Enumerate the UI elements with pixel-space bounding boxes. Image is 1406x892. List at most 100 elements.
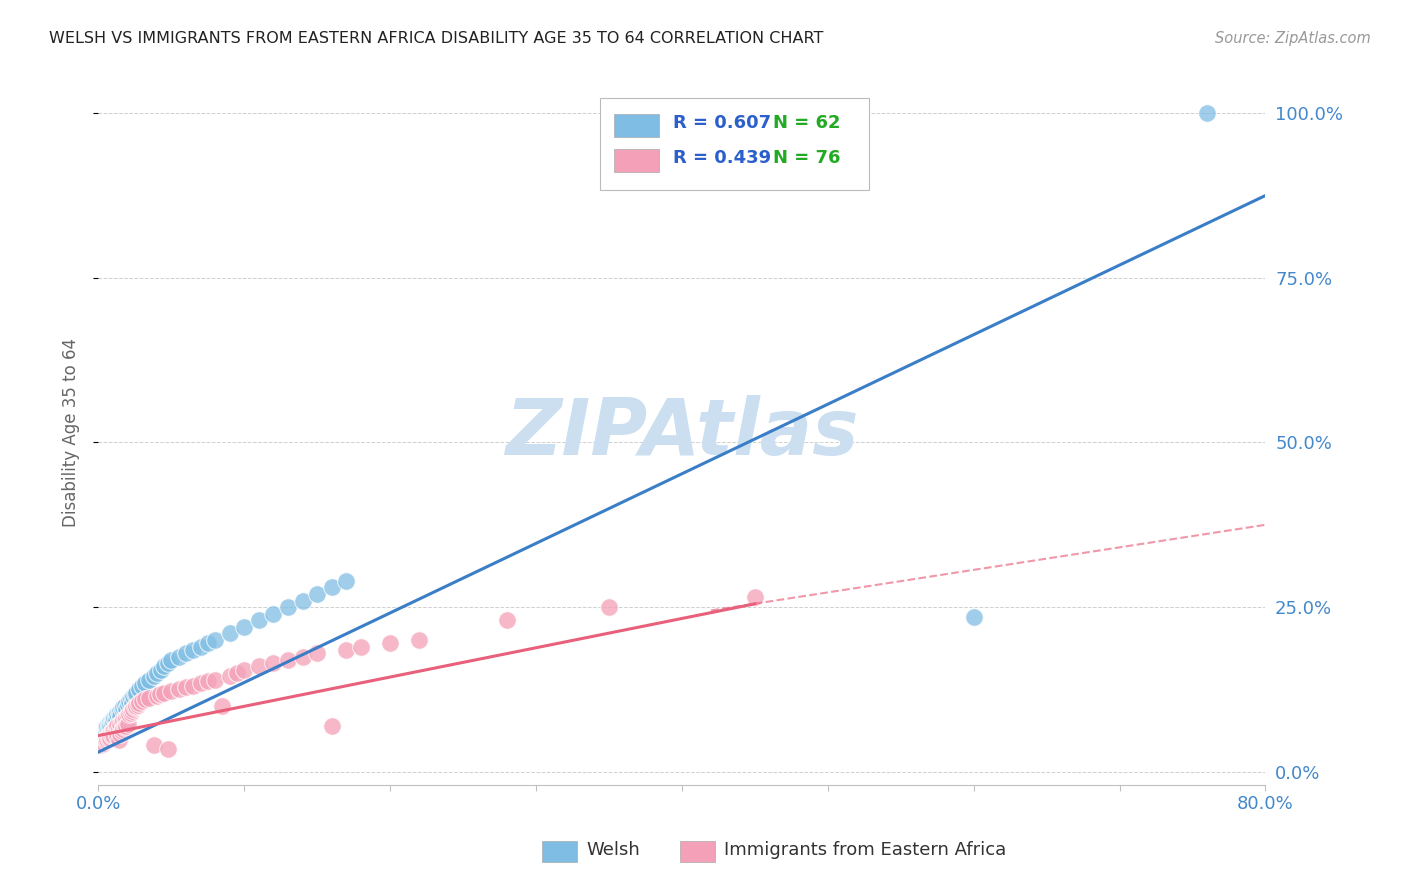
Point [495, 613, 517, 627]
Point [112, 714, 135, 728]
Point [204, 633, 226, 648]
Point [97, 717, 120, 731]
Point [204, 673, 226, 687]
Point [181, 679, 204, 693]
Point [277, 653, 299, 667]
Point [90, 739, 112, 753]
Point [101, 728, 124, 742]
Point [335, 643, 357, 657]
Text: R = 0.607: R = 0.607 [672, 114, 770, 132]
Point [153, 659, 176, 673]
Point [160, 653, 183, 667]
Point [96, 733, 118, 747]
Point [307, 587, 329, 601]
Point [121, 696, 143, 710]
Point [105, 729, 128, 743]
Point [150, 663, 173, 677]
Point [378, 636, 402, 650]
Point [247, 659, 270, 673]
Point [138, 691, 160, 706]
Point [118, 693, 141, 707]
Point [218, 626, 240, 640]
Point [101, 715, 124, 730]
Point [226, 665, 249, 680]
Point [93, 723, 115, 738]
Point [160, 684, 183, 698]
Point [262, 607, 284, 621]
Point [167, 649, 190, 664]
Point [350, 640, 373, 654]
Point [94, 731, 117, 746]
Text: N = 62: N = 62 [773, 114, 841, 132]
Point [124, 687, 146, 701]
Point [91, 737, 114, 751]
Point [110, 704, 132, 718]
Point [121, 704, 143, 718]
Point [94, 725, 117, 739]
Point [115, 711, 138, 725]
Point [91, 725, 114, 739]
Point [96, 731, 118, 745]
Point [167, 682, 190, 697]
Point [744, 591, 766, 605]
Point [111, 715, 134, 730]
Text: ZIPAtlas: ZIPAtlas [505, 394, 859, 471]
Bar [614, 114, 658, 136]
Point [114, 698, 136, 713]
Point [94, 720, 117, 734]
Point [233, 663, 256, 677]
Point [277, 600, 299, 615]
Point [125, 698, 148, 713]
Point [104, 720, 127, 734]
Point [114, 720, 136, 734]
Point [90, 729, 112, 743]
Point [97, 729, 120, 743]
Point [149, 687, 172, 701]
Point [190, 640, 212, 654]
Text: R = 0.439: R = 0.439 [672, 150, 770, 168]
Point [190, 676, 212, 690]
Point [117, 717, 139, 731]
Point [97, 720, 120, 734]
Point [124, 700, 146, 714]
Point [96, 722, 118, 736]
Point [291, 649, 314, 664]
Point [108, 733, 131, 747]
Point [117, 698, 139, 712]
Point [98, 731, 121, 745]
Point [153, 686, 176, 700]
Point [174, 646, 197, 660]
Point [111, 723, 134, 738]
Point [110, 708, 132, 723]
Point [128, 682, 150, 697]
Point [104, 708, 127, 723]
Point [181, 643, 204, 657]
Point [157, 656, 180, 670]
Point [127, 698, 149, 712]
Point [134, 692, 156, 706]
Text: Source: ZipAtlas.com: Source: ZipAtlas.com [1215, 31, 1371, 46]
Point [233, 620, 256, 634]
Point [104, 714, 127, 728]
Bar [679, 841, 714, 863]
Point [120, 706, 142, 720]
Point [93, 736, 115, 750]
Point [117, 708, 139, 723]
Text: Immigrants from Eastern Africa: Immigrants from Eastern Africa [724, 841, 1007, 860]
Point [122, 702, 145, 716]
Point [100, 716, 122, 731]
Point [105, 719, 128, 733]
Point [131, 693, 153, 707]
Point [103, 722, 125, 736]
FancyBboxPatch shape [600, 98, 869, 189]
Point [962, 610, 984, 624]
Point [142, 669, 165, 683]
Point [122, 689, 145, 703]
Point [218, 669, 240, 683]
Point [93, 722, 115, 736]
Point [146, 665, 169, 680]
Point [108, 722, 131, 736]
Point [262, 656, 284, 670]
Point [1195, 106, 1218, 120]
Text: Welsh: Welsh [586, 841, 640, 860]
